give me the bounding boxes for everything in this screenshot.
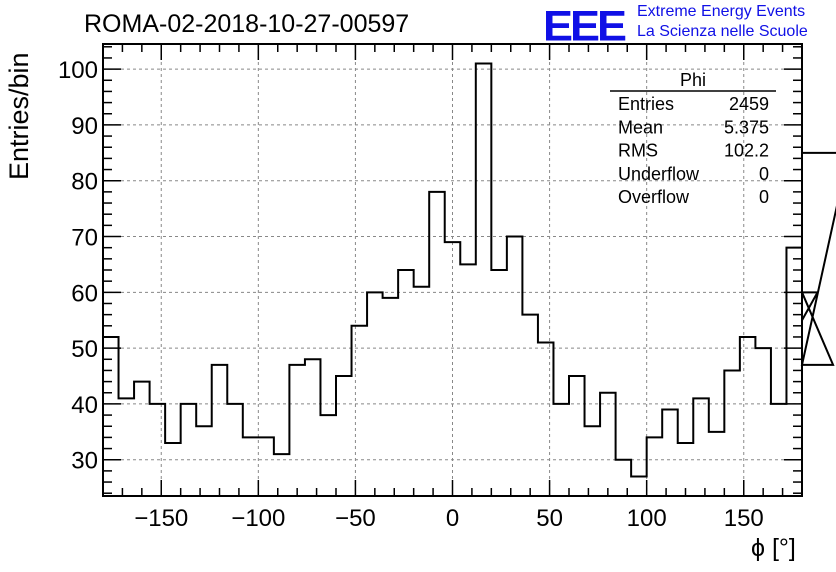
- x-tick-label: 50: [536, 505, 563, 532]
- x-tick-label: −50: [335, 505, 376, 532]
- histogram-bin: [585, 426, 601, 496]
- stats-value: 2459: [729, 94, 769, 114]
- x-axis-label: ϕ [°]: [751, 534, 796, 562]
- stats-value: 0: [759, 164, 769, 184]
- y-tick-label: 90: [71, 113, 98, 140]
- histogram-bin: [289, 365, 305, 496]
- histogram-bin: [103, 337, 119, 496]
- histogram-bin: [181, 404, 197, 496]
- y-tick-label: 100: [58, 57, 98, 84]
- histogram-bin: [740, 337, 756, 496]
- histogram-bin: [507, 237, 523, 496]
- histogram-bin: [693, 398, 709, 496]
- histogram-bin: [600, 393, 616, 496]
- x-tick-label: −150: [134, 505, 188, 532]
- stats-title: Phi: [680, 70, 706, 90]
- stats-label: Overflow: [618, 187, 690, 207]
- x-tick-label: 100: [627, 505, 667, 532]
- histogram-bins: [103, 62, 836, 496]
- histogram-bin: [227, 404, 243, 496]
- stats-box: Phi Entries 2459 Mean 5.375 RMS 102.2 Underflow…: [610, 70, 776, 207]
- axes: −150 −100 −50 0 50 100 150 30 40 50 60 70 80 90 100: [58, 43, 803, 532]
- histogram-bin: [616, 460, 632, 496]
- eee-logo: EEE: [543, 1, 627, 50]
- stats-value: 5.375: [724, 117, 769, 137]
- histogram-bin: [662, 410, 678, 496]
- histogram-bin: [134, 382, 150, 496]
- histogram-bin: [352, 326, 368, 496]
- x-tick-label: 150: [724, 505, 764, 532]
- histogram-bin: [150, 404, 166, 496]
- grid-lines: [103, 44, 802, 496]
- histogram-bin: [429, 192, 445, 496]
- histogram-bin: [196, 426, 212, 496]
- histogram-bin: [445, 242, 461, 496]
- stats-value: 0: [759, 187, 769, 207]
- logo-caption-line2: La Scienza nelle Scuole: [637, 23, 808, 40]
- y-tick-label: 80: [71, 169, 98, 196]
- stats-label: RMS: [618, 141, 658, 161]
- plot-title: ROMA-02-2018-10-27-00597: [84, 10, 410, 38]
- stats-value: 102.2: [724, 141, 769, 161]
- histogram-bin: [212, 365, 228, 496]
- histogram-bin: [258, 437, 274, 496]
- histogram-bin: [522, 315, 538, 496]
- histogram-bin: [320, 415, 336, 496]
- histogram-bin: [274, 454, 290, 496]
- x-tick-label: 0: [446, 505, 459, 532]
- histogram-bin: [305, 359, 321, 496]
- y-tick-label: 40: [71, 392, 98, 419]
- logo-caption-line1: Extreme Energy Events: [637, 3, 806, 20]
- histogram-bin: [553, 404, 569, 496]
- histogram-bin: [460, 264, 476, 496]
- histogram-bin: [119, 398, 135, 496]
- y-tick-label: 30: [71, 448, 98, 475]
- y-tick-label: 70: [71, 225, 98, 252]
- histogram-bin: [165, 443, 181, 496]
- stats-label: Entries: [618, 94, 674, 114]
- histogram-bin: [491, 270, 507, 496]
- stats-label: Underflow: [618, 164, 700, 184]
- stats-label: Mean: [618, 117, 663, 137]
- y-tick-label: 50: [71, 336, 98, 363]
- histogram-bin: [786, 248, 802, 496]
- histogram-bin: [414, 287, 430, 496]
- histogram-outline: [103, 62, 836, 478]
- x-tick-label: −100: [231, 505, 285, 532]
- histogram-bin: [647, 437, 663, 496]
- histogram-bin: [724, 370, 740, 496]
- histogram-bin: [538, 343, 554, 496]
- histogram-bin: [771, 404, 787, 496]
- histogram-bin: [336, 376, 352, 496]
- histogram-bin: [631, 476, 647, 496]
- histogram-bin: [476, 64, 492, 496]
- y-tick-label: 60: [71, 280, 98, 307]
- histogram-bin: [569, 376, 585, 496]
- histogram-bin: [755, 348, 771, 496]
- histogram-bin: [709, 432, 725, 496]
- histogram-bin: [383, 298, 399, 496]
- histogram-bin: [243, 437, 259, 496]
- histogram-bin: [398, 270, 414, 496]
- histogram-bin: [367, 292, 383, 496]
